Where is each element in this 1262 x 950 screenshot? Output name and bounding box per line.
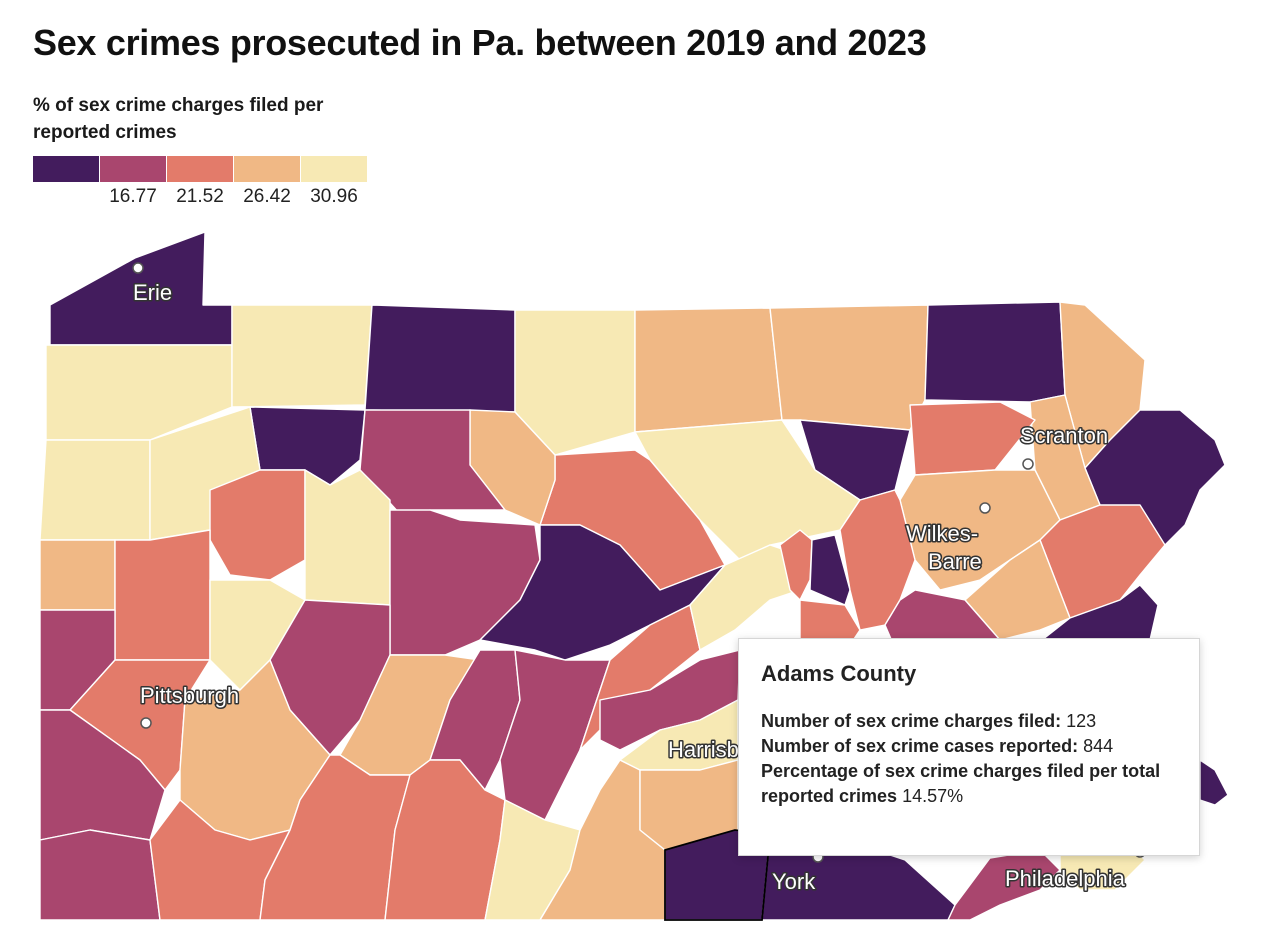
tooltip-charges-filed: Number of sex crime charges filed: 123 <box>761 709 1177 734</box>
county-region[interactable] <box>1199 759 1229 806</box>
city-marker-icon <box>132 262 144 274</box>
city-label-philadelphia: Philadelphia <box>1005 866 1126 891</box>
legend-swatch-3 <box>167 156 233 182</box>
county-region[interactable] <box>209 469 306 581</box>
county-tooltip: Adams County Number of sex crime charges… <box>738 638 1200 856</box>
legend-scale <box>33 156 368 182</box>
tooltip-county-name: Adams County <box>761 661 917 686</box>
legend-tick-3: 26.42 <box>243 186 291 207</box>
legend-ticks: 16.77 21.52 26.42 30.96 <box>33 186 373 210</box>
tooltip-pct-label: Percentage of sex crime charges filed pe… <box>761 761 1161 806</box>
city-label-wilkes-barre-line1: Wilkes- <box>906 521 978 546</box>
county-region[interactable] <box>479 524 726 661</box>
county-region[interactable] <box>231 304 373 408</box>
county-region[interactable] <box>769 304 929 431</box>
tooltip-pct-value: 14.57% <box>902 786 964 806</box>
county-region[interactable] <box>45 344 233 441</box>
city-label-scranton: Scranton <box>1020 423 1108 448</box>
tooltip-cases-label: Number of sex crime cases reported: <box>761 736 1079 756</box>
county-region[interactable] <box>39 439 151 541</box>
city-label-wilkes-barre-line2: Barre <box>928 549 982 574</box>
county-region[interactable] <box>809 534 851 606</box>
legend-swatch-1 <box>33 156 99 182</box>
city-marker-icon <box>140 717 152 729</box>
county-region[interactable] <box>909 401 1036 476</box>
chart-title: Sex crimes prosecuted in Pa. between 201… <box>33 22 927 63</box>
legend-title: % of sex crime charges filed per reporte… <box>33 95 324 143</box>
city-marker-icon <box>1022 458 1034 470</box>
county-region[interactable] <box>304 469 391 606</box>
county-region[interactable] <box>364 304 516 413</box>
county-region[interactable] <box>114 529 211 661</box>
tooltip-cases-value: 844 <box>1083 736 1114 756</box>
county-region[interactable] <box>39 829 161 921</box>
legend-swatch-2 <box>100 156 166 182</box>
county-region[interactable] <box>634 307 783 433</box>
tooltip-charges-label: Number of sex crime charges filed: <box>761 711 1062 731</box>
county-region[interactable] <box>39 539 116 611</box>
legend-tick-1: 16.77 <box>109 186 157 207</box>
legend-tick-4: 30.96 <box>310 186 358 207</box>
county-region[interactable] <box>899 469 1061 591</box>
county-region[interactable] <box>839 489 916 631</box>
legend-swatch-4 <box>234 156 300 182</box>
city-label-erie: Erie <box>133 280 172 305</box>
city-marker-icon <box>979 502 991 514</box>
tooltip-percentage: Percentage of sex crime charges filed pe… <box>761 759 1177 809</box>
county-region[interactable] <box>924 301 1066 403</box>
county-region[interactable] <box>514 309 636 456</box>
legend-swatch-5 <box>301 156 367 182</box>
legend-tick-2: 21.52 <box>176 186 224 207</box>
city-label-wilkes-barre: Wilkes- Barre <box>906 521 982 574</box>
tooltip-charges-value: 123 <box>1066 711 1097 731</box>
city-label-york: York <box>772 869 816 894</box>
city-label-pittsburgh: Pittsburgh <box>140 683 239 708</box>
tooltip-cases-reported: Number of sex crime cases reported: 844 <box>761 734 1177 759</box>
county-region[interactable] <box>499 649 611 821</box>
